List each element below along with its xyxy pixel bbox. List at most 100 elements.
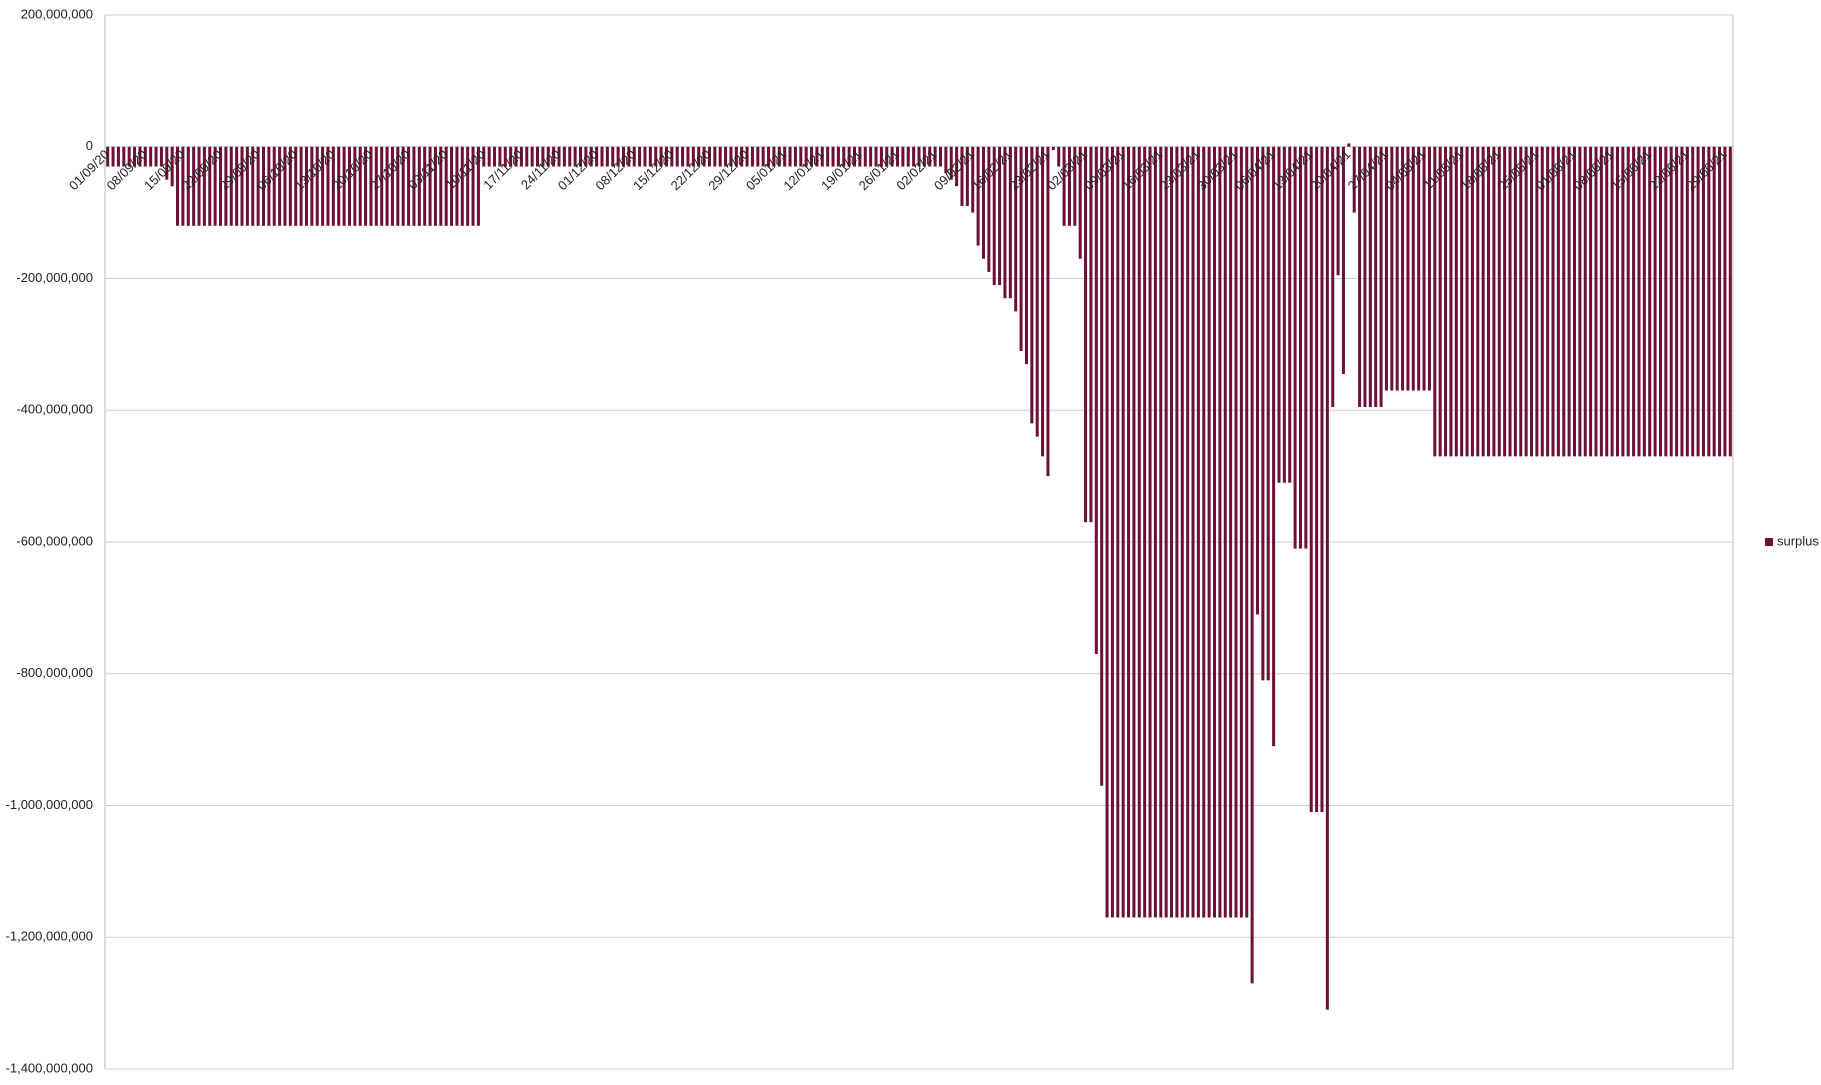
y-tick-label: -1,000,000,000 — [6, 797, 93, 812]
x-tick-label: 23/03/21 — [1157, 147, 1203, 193]
bar — [912, 146, 916, 167]
bar — [707, 146, 711, 167]
bar — [584, 146, 588, 167]
bar — [815, 146, 819, 167]
bar — [1105, 146, 1109, 918]
legend-swatch — [1765, 538, 1773, 546]
x-tick-label: 18/05/21 — [1457, 147, 1503, 193]
bar — [664, 146, 668, 167]
x-tick-label: 06/04/21 — [1232, 147, 1278, 193]
bar — [347, 146, 351, 226]
bar — [847, 146, 851, 167]
bar — [1374, 146, 1378, 407]
bar — [514, 146, 518, 167]
bar — [407, 146, 411, 226]
x-tick-label: 22/09/20 — [179, 147, 225, 193]
bar — [240, 146, 244, 226]
x-tick-label: 30/03/21 — [1194, 147, 1240, 193]
bar — [627, 146, 631, 167]
bar — [1062, 146, 1066, 226]
x-tick-label: 29/06/21 — [1683, 147, 1729, 193]
y-tick-label: 0 — [86, 138, 93, 153]
bar — [1567, 146, 1571, 457]
bar — [1159, 146, 1163, 918]
bar — [1073, 146, 1077, 226]
bar — [143, 146, 147, 167]
bar — [122, 146, 126, 167]
bar — [858, 146, 862, 167]
x-tick-label: 19/01/21 — [818, 147, 864, 193]
bar — [1352, 146, 1356, 213]
x-tick-label: 20/04/21 — [1307, 147, 1353, 193]
bar — [621, 146, 625, 167]
bar — [1401, 146, 1405, 391]
bar — [724, 146, 728, 167]
bar — [810, 146, 814, 167]
y-tick-label: -1,200,000,000 — [6, 929, 93, 944]
bar — [1653, 146, 1657, 457]
x-tick-label: 03/11/20 — [405, 147, 451, 193]
bar — [353, 146, 357, 226]
bar — [417, 146, 421, 226]
bar — [1562, 146, 1566, 457]
bar — [1390, 146, 1394, 391]
bar — [901, 146, 905, 167]
bar — [546, 146, 550, 167]
bar — [1669, 146, 1673, 457]
bar — [777, 146, 781, 167]
legend-label: surplus — [1777, 533, 1819, 548]
bar — [487, 146, 491, 167]
y-tick-label: -400,000,000 — [16, 402, 93, 417]
bar — [321, 146, 325, 226]
bar — [1170, 146, 1174, 918]
bar — [1449, 146, 1453, 457]
bar — [208, 146, 212, 226]
bar — [1642, 146, 1646, 457]
bar — [1008, 146, 1012, 299]
bar — [1444, 146, 1448, 457]
bar — [455, 146, 459, 226]
bar — [337, 146, 341, 226]
bar — [1024, 146, 1028, 365]
bar — [1347, 143, 1351, 147]
bar — [106, 146, 110, 167]
bar — [562, 146, 566, 167]
bar — [1137, 146, 1141, 918]
bar — [1438, 146, 1442, 457]
bar — [1718, 146, 1722, 457]
bar — [444, 146, 448, 226]
bar — [1153, 146, 1157, 918]
x-tick-label: 02/03/21 — [1044, 147, 1090, 193]
bar — [761, 146, 765, 167]
bar — [1546, 146, 1550, 457]
bar — [793, 146, 797, 167]
bar — [670, 146, 674, 167]
bar — [1288, 146, 1292, 483]
bar — [111, 146, 115, 167]
bar — [686, 146, 690, 167]
bar — [219, 146, 223, 226]
bar — [439, 146, 443, 226]
x-tick-label: 27/10/20 — [367, 147, 413, 193]
bar — [1030, 146, 1034, 424]
bar — [917, 146, 921, 167]
bar — [310, 146, 314, 226]
bar — [643, 146, 647, 167]
bar — [992, 146, 996, 286]
x-tick-label: 29/12/20 — [705, 147, 751, 193]
bar — [1046, 146, 1050, 477]
bar — [826, 146, 830, 167]
bar — [1572, 146, 1577, 457]
bar — [498, 146, 502, 167]
bar — [1406, 146, 1410, 391]
bar — [536, 146, 540, 167]
x-tick-label: 25/05/21 — [1495, 147, 1541, 193]
bar — [568, 146, 572, 167]
bar — [579, 146, 583, 167]
bar — [1589, 146, 1593, 457]
bar — [235, 146, 239, 226]
bar — [1422, 146, 1426, 391]
x-tick-label: 29/09/20 — [216, 147, 262, 193]
bar — [718, 146, 722, 167]
